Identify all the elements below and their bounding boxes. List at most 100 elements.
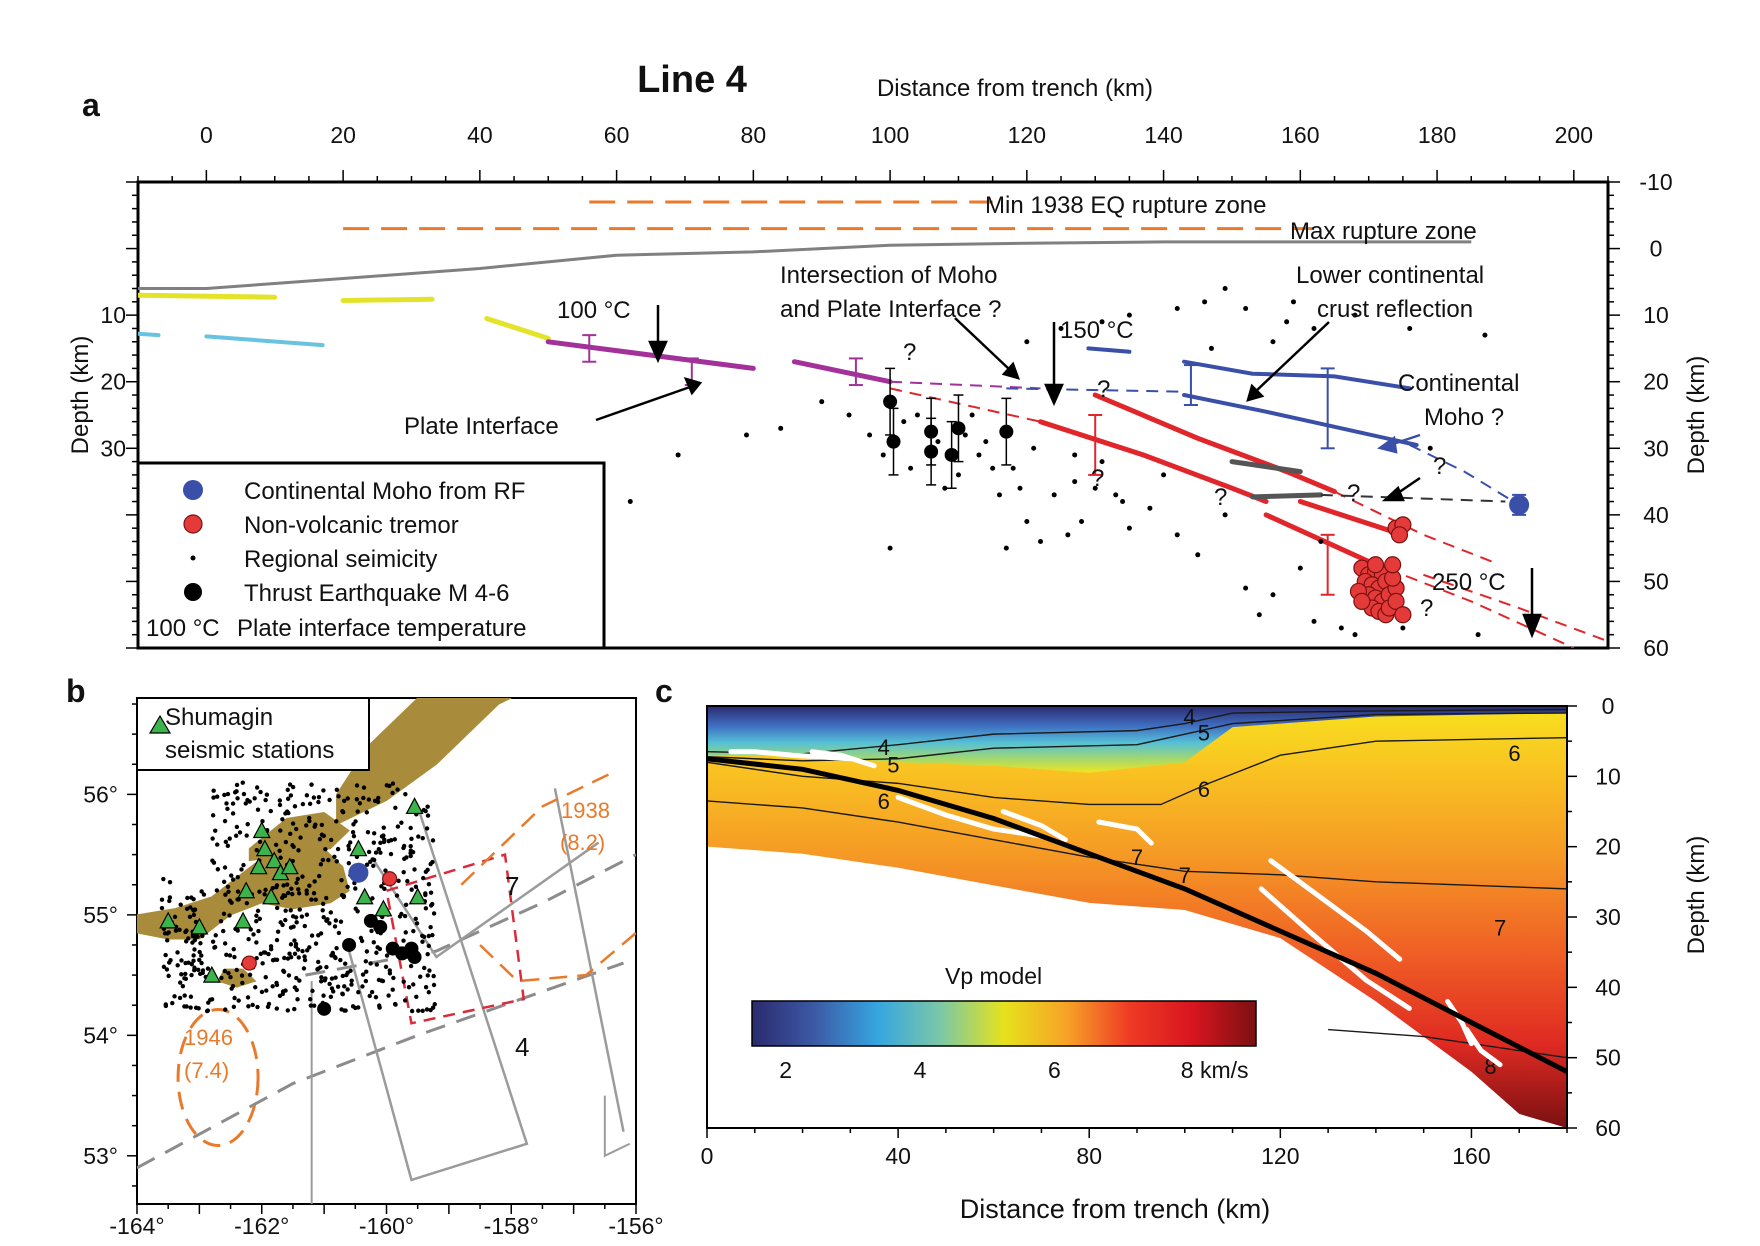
- seismicity-point: [1072, 479, 1078, 485]
- lower-crust-label-2: crust reflection: [1317, 296, 1473, 323]
- vp-reflector: [809, 749, 877, 769]
- seismicity-point: [334, 859, 339, 864]
- seismicity-point: [383, 868, 388, 873]
- survey-line: [372, 841, 600, 959]
- seismicity-point: [1256, 612, 1262, 618]
- seismicity-point: [273, 842, 279, 847]
- seismicity-point: [387, 971, 393, 976]
- seismicity-point: [295, 997, 300, 1002]
- question-mark-7: ?: [1091, 465, 1104, 492]
- seismicity-point: [177, 927, 182, 933]
- panel-b-ticks: [127, 703, 637, 1214]
- seismicity-point: [295, 947, 301, 952]
- seismicity-point: [221, 928, 226, 934]
- seismicity-point: [976, 452, 982, 458]
- seismicity-point: [430, 1005, 436, 1010]
- seismicity-point: [408, 843, 413, 849]
- seismicity-point: [245, 822, 250, 827]
- y-tick-label-right: -10: [1639, 169, 1672, 195]
- seismicity-point: [1147, 505, 1153, 511]
- seismicity-point: [355, 1005, 361, 1010]
- seismicity-point: [1099, 459, 1105, 465]
- seismicity-point: [164, 967, 170, 972]
- moho-label-2: Moho ?: [1424, 404, 1504, 431]
- seismicity-point: [288, 908, 293, 913]
- y-tick-label: 30: [1595, 904, 1621, 930]
- seismicity-point: [167, 895, 173, 900]
- y-tick-label: 40: [1595, 974, 1621, 1000]
- colorbar: [751, 1000, 1257, 1047]
- seismicity-point: [191, 953, 196, 958]
- seismicity-point: [321, 788, 326, 793]
- seismicity-point: [327, 981, 332, 987]
- seismicity-point: [222, 968, 228, 974]
- seismicity-point: [262, 892, 267, 897]
- seismicity-point: [258, 789, 263, 795]
- seismicity-point: [232, 995, 237, 1001]
- seismicity-point: [291, 844, 296, 849]
- seismicity-point: [778, 425, 784, 431]
- seismicity-point: [277, 798, 283, 803]
- seismicity-point: [230, 801, 236, 806]
- station-marker: [349, 839, 368, 857]
- question-mark-5: ?: [1420, 595, 1433, 622]
- seismicity-point: [296, 848, 301, 853]
- seismicity-point: [354, 797, 360, 802]
- seismicity-point: [332, 924, 338, 929]
- panel-a-ylabel-right: Depth (km): [1683, 356, 1710, 475]
- seismicity-point: [370, 896, 375, 901]
- seismicity-point: [1482, 332, 1488, 338]
- seismicity-point: [320, 857, 326, 863]
- seismicity-point: [381, 839, 387, 845]
- vp-contour-label: 6: [1508, 741, 1520, 766]
- seismicity-point: [364, 862, 370, 867]
- seismicity-point: [186, 936, 191, 941]
- seismicity-point: [430, 932, 435, 938]
- seismicity-point: [908, 465, 914, 471]
- seismicity-point: [211, 788, 216, 793]
- seismicity-point: [341, 893, 347, 899]
- seismicity-point: [257, 916, 263, 922]
- seismicity-point: [235, 889, 241, 894]
- thrust-eq-point: [999, 424, 1014, 439]
- seismicity-point: [312, 879, 317, 884]
- seismicity-point: [342, 1008, 347, 1013]
- blue-dashed: [1409, 444, 1520, 506]
- legend-thrust-symbol: [184, 583, 202, 601]
- thrust-eq-point: [951, 421, 966, 436]
- seismicity-point: [168, 957, 173, 963]
- thrust-eq-point: [886, 434, 901, 449]
- seismicity-point: [336, 794, 341, 799]
- seismicity-point: [335, 846, 341, 852]
- seismicity-point: [408, 848, 414, 853]
- red-reflector: [1092, 392, 1337, 495]
- seismicity-point: [1031, 445, 1037, 451]
- x-tick-label: 160: [1452, 1143, 1490, 1169]
- seismicity-point: [390, 987, 395, 992]
- question-mark-6: ?: [1214, 484, 1227, 511]
- seismicity-point: [206, 1000, 211, 1005]
- seismicity-point: [189, 972, 194, 978]
- blue-dashed: [1006, 387, 1185, 393]
- seismicity-point: [159, 905, 165, 911]
- seismicity-point: [374, 962, 380, 967]
- seismicity-point: [239, 867, 244, 872]
- seismicity-point: [241, 791, 247, 797]
- seismicity-point: [334, 819, 339, 824]
- rupture-1946-mag: (7.4): [184, 1058, 229, 1083]
- panel-c-ylabel: Depth (km): [1683, 836, 1710, 955]
- seismicity-point: [196, 967, 201, 973]
- seismicity-point: [236, 998, 241, 1003]
- seismicity-point: [197, 971, 203, 977]
- seismicity-point: [193, 1005, 199, 1010]
- seismicity-point: [1352, 312, 1358, 318]
- seismicity-point: [227, 898, 233, 903]
- thrust-eq-point: [883, 394, 898, 409]
- seismicity-point: [376, 795, 381, 801]
- x-tick-label: 40: [467, 122, 493, 148]
- seismicity-point: [345, 796, 350, 801]
- seismicity-point: [401, 979, 406, 984]
- survey-line: [603, 1095, 631, 1158]
- seismicity-point: [254, 940, 259, 945]
- seismicity-point: [388, 851, 394, 857]
